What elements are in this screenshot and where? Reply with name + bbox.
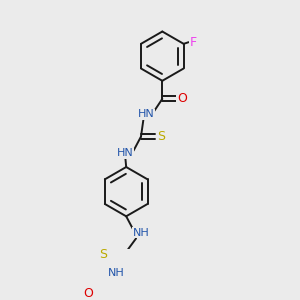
Text: O: O xyxy=(177,92,187,105)
Text: S: S xyxy=(99,248,107,261)
Text: F: F xyxy=(190,36,197,49)
Text: HN: HN xyxy=(117,148,134,158)
Text: HN: HN xyxy=(137,110,154,119)
Text: S: S xyxy=(158,130,166,143)
Text: NH: NH xyxy=(108,268,125,278)
Text: NH: NH xyxy=(133,228,149,238)
Text: O: O xyxy=(83,287,93,300)
